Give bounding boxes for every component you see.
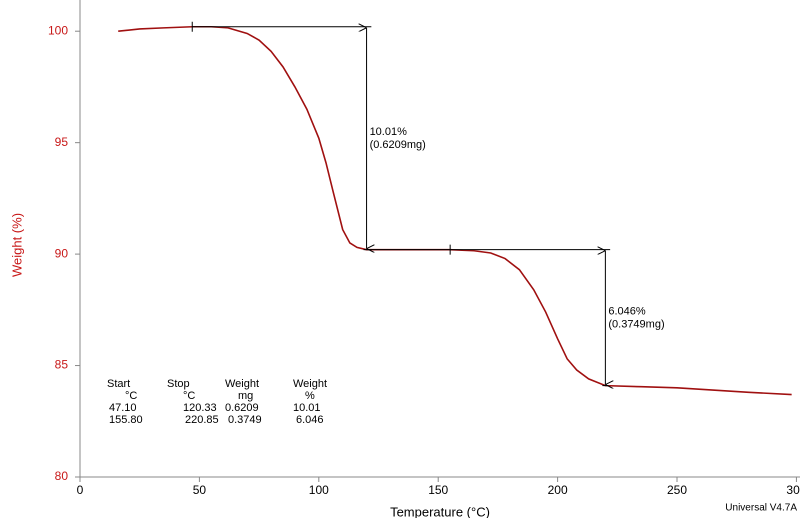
table-unit: °C [125,390,137,402]
x-axis-label: Temperature (°C) [390,504,490,518]
footer: Universal V4.7A [725,503,797,514]
y-tick-label: 85 [55,358,69,372]
table-cell: 47.10 [109,402,137,414]
y-tick-label: 100 [48,23,68,37]
x-tick-label: 50 [193,483,207,497]
table-header: Weight [293,378,327,390]
y-tick-label: 95 [55,135,69,149]
table-cell: 10.01 [293,402,321,414]
table-cell: 120.33 [183,402,217,414]
table-header: Stop [167,378,190,390]
table-cell: 0.6209 [225,402,259,414]
x-tick-label: 150 [428,483,448,497]
x-tick-label: 200 [548,483,568,497]
table-cell: 0.3749 [228,414,262,426]
table-unit: mg [238,390,253,402]
x-tick-label: 300 [786,483,800,497]
table-cell: 155.80 [109,414,143,426]
table-cell: 220.85 [185,414,219,426]
y-tick-label: 90 [55,246,69,260]
step-label: (0.6209mg) [370,139,426,151]
table-cell: 6.046 [296,414,324,426]
table-header: Start [107,378,130,390]
table-header: Weight [225,378,259,390]
step-label: (0.3749mg) [608,319,664,331]
table-unit: °C [183,390,195,402]
x-tick-label: 250 [667,483,687,497]
table-unit: % [305,390,315,402]
step-label: 10.01% [370,126,408,138]
y-tick-label: 80 [55,469,69,483]
data-line [118,25,792,396]
step-label: 6.046% [608,306,646,318]
y-axis-label: Weight (%) [9,213,24,277]
x-tick-label: 0 [77,483,84,497]
x-tick-label: 100 [309,483,329,497]
